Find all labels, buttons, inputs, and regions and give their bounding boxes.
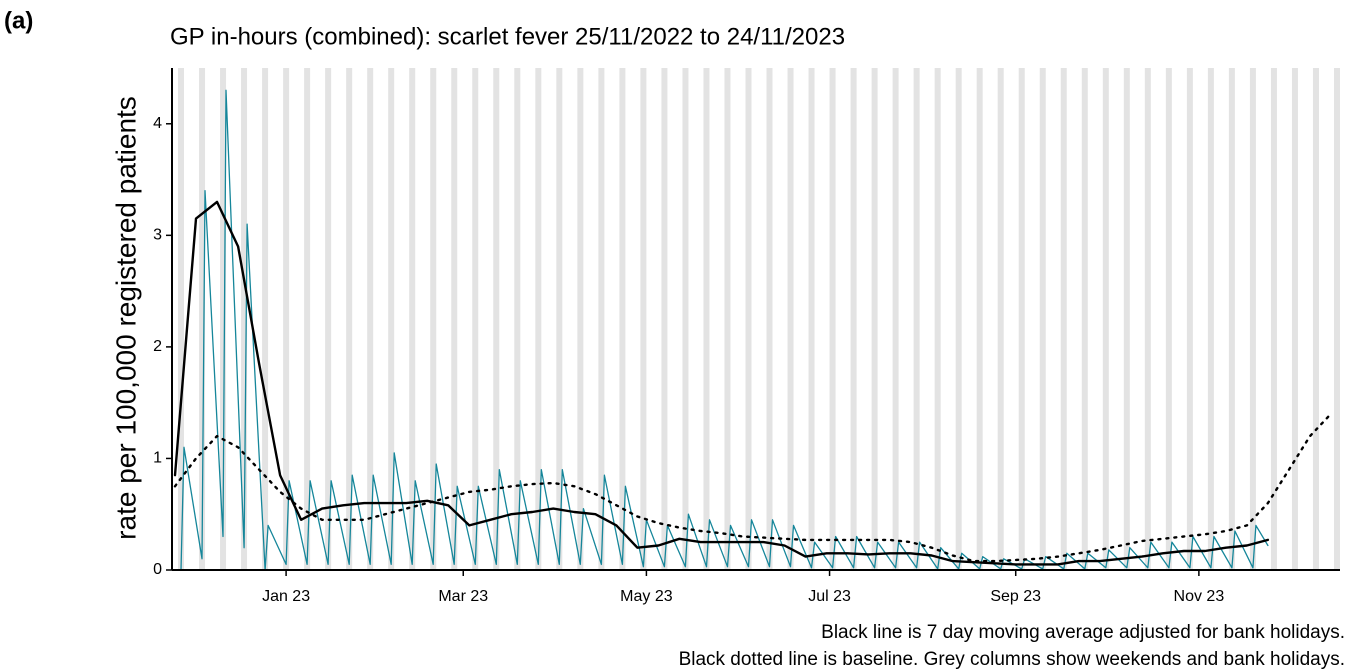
weekend-column <box>241 68 248 570</box>
weekend-column <box>808 68 815 570</box>
weekend-column <box>472 68 479 570</box>
weekend-column <box>1312 68 1319 570</box>
weekend-column <box>262 68 269 570</box>
weekend-column <box>934 68 941 570</box>
weekend-column <box>577 68 584 570</box>
weekend-column <box>346 68 353 570</box>
weekend-column <box>409 68 416 570</box>
weekend-column <box>493 68 500 570</box>
series-line <box>173 412 1333 563</box>
weekend-column <box>955 68 962 570</box>
weekend-column <box>745 68 752 570</box>
weekend-column <box>199 68 206 570</box>
y-tick-label: 2 <box>153 338 162 355</box>
weekend-column <box>1060 68 1067 570</box>
weekend-column <box>304 68 311 570</box>
weekend-column <box>682 68 689 570</box>
x-tick-label: Jan 23 <box>262 588 310 605</box>
footnote: Black dotted line is baseline. Grey colu… <box>679 649 1345 670</box>
y-tick-label: 4 <box>153 115 162 132</box>
x-tick-label: Sep 23 <box>990 588 1041 605</box>
weekend-column <box>535 68 542 570</box>
weekend-column <box>220 68 227 570</box>
y-tick-label: 0 <box>153 561 162 578</box>
weekend-column <box>997 68 1004 570</box>
weekend-column <box>178 68 185 570</box>
weekend-column <box>514 68 521 570</box>
x-tick-label: Nov 23 <box>1174 588 1225 605</box>
weekend-column <box>619 68 626 570</box>
weekend-column <box>598 68 605 570</box>
x-tick-label: Mar 23 <box>438 588 488 605</box>
weekend-column <box>640 68 647 570</box>
footnote: Black line is 7 day moving average adjus… <box>821 622 1345 643</box>
weekend-column <box>1123 68 1130 570</box>
weekend-column <box>661 68 668 570</box>
chart-title: GP in-hours (combined): scarlet fever 25… <box>170 23 845 50</box>
weekend-column <box>1144 68 1151 570</box>
weekend-column <box>430 68 437 570</box>
weekend-column <box>871 68 878 570</box>
weekend-column <box>1333 68 1340 570</box>
weekend-column <box>1207 68 1214 570</box>
weekend-column <box>451 68 458 570</box>
series-line <box>173 200 1270 566</box>
y-tick-label: 3 <box>153 227 162 244</box>
weekend-column <box>913 68 920 570</box>
weekend-column <box>829 68 836 570</box>
weekend-column <box>1102 68 1109 570</box>
x-tick-label: Jul 23 <box>808 588 851 605</box>
weekend-column <box>556 68 563 570</box>
panel-label: (a) <box>4 7 33 34</box>
weekend-column <box>1081 68 1088 570</box>
weekend-column <box>850 68 857 570</box>
weekend-column <box>283 68 290 570</box>
x-tick-label: May 23 <box>620 588 673 605</box>
y-tick-label: 1 <box>153 450 162 467</box>
weekend-column <box>325 68 332 570</box>
weekend-column <box>1249 68 1256 570</box>
weekend-column <box>1165 68 1172 570</box>
y-axis-label: rate per 100,000 registered patients <box>110 96 141 540</box>
weekend-column <box>892 68 899 570</box>
weekend-column <box>976 68 983 570</box>
weekend-column <box>1291 68 1298 570</box>
weekend-column <box>1186 68 1193 570</box>
weekend-column <box>703 68 710 570</box>
weekend-column <box>1039 68 1046 570</box>
weekend-column <box>724 68 731 570</box>
weekend-column <box>367 68 374 570</box>
weekend-column <box>766 68 773 570</box>
weekend-column <box>1270 68 1277 570</box>
weekend-column <box>1228 68 1235 570</box>
weekend-column <box>787 68 794 570</box>
weekend-column <box>1018 68 1025 570</box>
weekend-column <box>388 68 395 570</box>
